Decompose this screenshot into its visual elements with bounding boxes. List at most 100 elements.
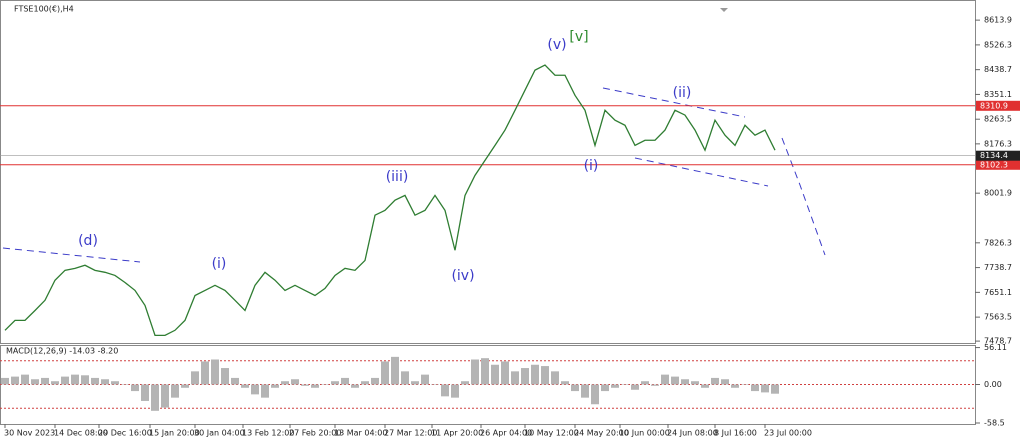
x-tick-label: 27 Mar 12:00: [384, 429, 437, 438]
macd-bar: [101, 379, 109, 385]
x-tick-label: 11 Apr 20:00: [431, 429, 483, 438]
wave-label: (i): [212, 256, 227, 272]
macd-bar: [211, 359, 219, 385]
macd-bar: [31, 379, 39, 385]
macd-bar: [471, 359, 479, 385]
y-tick-label: 7478.7: [984, 337, 1012, 346]
wave-label: (i): [584, 158, 599, 174]
macd-bar: [311, 384, 319, 388]
macd-bar: [291, 379, 299, 385]
macd-bar: [501, 361, 509, 385]
macd-bar: [151, 384, 159, 411]
y-tick-label: 8176.3: [984, 139, 1012, 148]
level-label-box: [976, 100, 1020, 111]
macd-bar: [531, 364, 539, 385]
macd-bar: [51, 381, 59, 385]
macd-bar: [351, 384, 359, 388]
macd-bar: [591, 384, 599, 405]
current-price-box: [976, 150, 1020, 161]
macd-bar: [241, 384, 249, 388]
wave-label: (iv): [451, 268, 474, 284]
price-panel: [0, 0, 976, 344]
macd-bar: [451, 384, 459, 398]
macd-bar: [461, 381, 469, 385]
x-tick-label: 8 Jul 16:00: [714, 429, 757, 438]
macd-bar: [111, 381, 119, 385]
macd-bar: [631, 384, 639, 390]
macd-bar: [1, 377, 9, 385]
macd-bar: [561, 381, 569, 385]
x-tick-label: 14 Dec 08:00: [54, 429, 108, 438]
macd-bar: [641, 381, 649, 385]
macd-bar: [521, 368, 529, 385]
macd-bar: [381, 361, 389, 385]
macd-bar: [751, 384, 759, 392]
macd-bar: [481, 358, 489, 385]
y-tick-label: -58.5: [984, 419, 1005, 428]
macd-bar: [571, 384, 579, 392]
macd-bar: [511, 371, 519, 385]
level-label: 8102.3: [980, 160, 1008, 169]
macd-bar: [301, 384, 309, 386]
x-tick-label: 13 Mar 04:00: [334, 429, 387, 438]
y-tick-label: 8351.1: [984, 90, 1012, 99]
y-tick-label: 8613.9: [984, 16, 1012, 25]
x-tick-label: 10 Jun 00:00: [619, 429, 670, 438]
macd-bar: [201, 361, 209, 385]
trend-lines: [2, 87, 826, 263]
y-tick-label: 7651.1: [984, 288, 1012, 297]
macd-bar: [91, 377, 99, 385]
macd-bar: [441, 384, 449, 397]
trend-line: [602, 87, 746, 118]
y-tick-label: 8263.5: [984, 115, 1012, 124]
macd-bar: [391, 356, 399, 385]
macd-bar: [401, 371, 409, 385]
macd-bar: [661, 374, 669, 385]
macd-bar: [361, 381, 369, 385]
wave-label: [v]: [569, 29, 588, 45]
macd-bar: [691, 381, 699, 385]
macd-bar: [601, 384, 609, 392]
y-tick-label: 56.11: [984, 343, 1007, 352]
macd-bar: [81, 375, 89, 385]
macd-bar: [261, 384, 269, 398]
y-tick-label: 7738.7: [984, 263, 1012, 272]
x-tick-label: 10 May 12:00: [524, 429, 579, 438]
macd-bar: [221, 368, 229, 385]
x-tick-label: 27 Feb 20:00: [289, 429, 341, 438]
macd-bar: [191, 371, 199, 385]
wave-label: (v): [547, 37, 566, 53]
y-tick-label: 7826.3: [984, 238, 1012, 247]
macd-bar: [771, 384, 779, 394]
macd-bar: [281, 381, 289, 385]
macd-bar: [761, 384, 769, 393]
macd-bar: [371, 377, 379, 385]
x-tick-label: 26 Apr 04:00: [480, 429, 532, 438]
macd-bar: [741, 384, 749, 385]
macd-bar: [231, 377, 239, 385]
symbol-title: FTSE100(€),H4: [14, 5, 74, 14]
macd-bar: [411, 381, 419, 385]
macd-bar: [11, 376, 19, 385]
macd-bar: [131, 384, 139, 392]
macd-bar: [121, 384, 129, 385]
x-tick-label: 15 Jan 20:00: [149, 429, 200, 438]
macd-bar: [671, 376, 679, 385]
macd-bar: [61, 376, 69, 385]
macd-bar: [701, 384, 709, 388]
x-tick-label: 13 Feb 12:00: [242, 429, 294, 438]
x-tick-label: 29 Dec 16:00: [98, 429, 152, 438]
y-tick-label: 8526.3: [984, 40, 1012, 49]
macd-bar: [141, 384, 149, 401]
macd-bar: [271, 384, 279, 388]
macd-bar: [651, 384, 659, 386]
wave-label: (d): [78, 233, 98, 249]
x-tick-label: 23 Jul 00:00: [764, 429, 812, 438]
trend-line: [2, 247, 141, 263]
x-tick-label: 24 Jun 08:00: [667, 429, 718, 438]
macd-bar: [721, 379, 729, 385]
level-label-box: [976, 159, 1020, 170]
macd-bar: [621, 384, 629, 385]
macd-bar: [341, 377, 349, 385]
